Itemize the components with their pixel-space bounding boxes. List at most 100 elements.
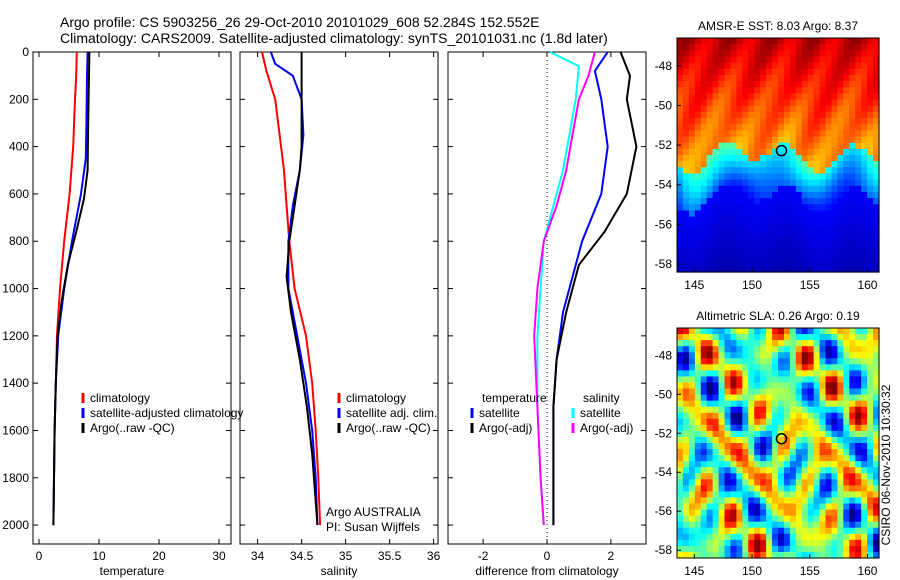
map-cell — [831, 259, 839, 267]
map-cell — [748, 179, 755, 187]
map-cell — [688, 111, 696, 119]
map-cell — [843, 358, 850, 365]
map-cell — [837, 358, 844, 365]
map-cell — [819, 161, 827, 168]
map-cell — [813, 436, 821, 444]
map-cell — [849, 424, 856, 432]
map-cell — [748, 235, 755, 242]
map-cell — [688, 436, 696, 444]
map-cell — [837, 198, 844, 205]
map-cell — [688, 210, 696, 218]
map-cell — [861, 352, 868, 359]
map-cell — [724, 400, 732, 408]
map-cell — [789, 81, 797, 88]
map-cell — [766, 136, 773, 144]
map-cell — [778, 551, 785, 559]
map-cell — [849, 436, 856, 444]
map-cell — [706, 179, 714, 187]
map-cell — [730, 241, 738, 248]
map-cell — [766, 93, 773, 101]
map-cell — [873, 179, 880, 187]
map-cell — [801, 443, 809, 450]
map-cell — [718, 352, 726, 359]
map-cell — [873, 485, 880, 493]
map-cell — [873, 241, 880, 248]
map-cell — [688, 161, 696, 168]
map-cell — [837, 527, 844, 535]
map-cell — [772, 74, 779, 82]
map-cell — [843, 235, 850, 242]
map-cell — [677, 50, 684, 58]
map-cell — [789, 259, 797, 267]
map-cell — [724, 191, 732, 199]
map-cell — [873, 259, 880, 267]
map-cell — [861, 436, 868, 444]
map-cell — [766, 62, 773, 70]
map-cell — [819, 545, 827, 553]
map-cell — [778, 491, 785, 499]
map-cell — [825, 111, 833, 119]
map-cell — [843, 50, 850, 58]
map-cell — [700, 406, 708, 414]
map-cell — [813, 418, 821, 426]
map-cell — [772, 191, 779, 199]
map-cell — [855, 521, 862, 529]
map-cell — [736, 436, 743, 444]
map-y-tick-label: -48 — [655, 59, 673, 73]
map-cell — [825, 545, 833, 553]
map-cell — [766, 418, 773, 426]
map-cell — [807, 352, 815, 359]
map-cell — [742, 44, 749, 51]
map-cell — [712, 155, 720, 162]
legend-label: satellite adj. clim. — [346, 406, 437, 420]
map-cell — [843, 241, 850, 248]
map-cell — [813, 118, 821, 125]
map-cell — [760, 551, 767, 559]
map-cell — [783, 130, 791, 138]
map-cell — [867, 424, 874, 432]
map-cell — [718, 81, 726, 88]
map-cell — [694, 449, 702, 456]
map-cell — [682, 148, 690, 156]
map-cell — [831, 191, 839, 199]
map-cell — [837, 424, 844, 432]
map-cell — [706, 198, 714, 205]
map-cell — [730, 136, 738, 144]
map-cell — [688, 155, 696, 162]
map-cell — [706, 210, 714, 218]
map-cell — [855, 228, 862, 236]
map-cell — [712, 400, 720, 408]
map-y-tick-label: -56 — [655, 217, 673, 231]
map-cell — [736, 142, 743, 150]
map-cell — [789, 364, 797, 371]
map-cell — [682, 473, 690, 480]
map-cell — [783, 185, 791, 193]
map-cell — [861, 68, 868, 76]
map-cell — [789, 247, 797, 255]
x-tick-label: 35.5 — [378, 549, 402, 563]
map-cell — [801, 216, 809, 224]
map-cell — [867, 539, 874, 547]
map-cell — [677, 74, 684, 82]
map-cell — [677, 155, 684, 162]
map-cell — [736, 491, 743, 499]
map-cell — [789, 551, 797, 559]
map-cell — [718, 265, 726, 273]
map-cell — [849, 68, 856, 76]
map-cell — [837, 370, 844, 378]
map-cell — [712, 99, 720, 107]
map-cell — [795, 400, 803, 408]
map-cell — [849, 443, 856, 450]
map-cell — [873, 334, 880, 341]
map-cell — [843, 479, 850, 486]
map-cell — [849, 545, 856, 553]
map-cell — [873, 376, 880, 384]
map-cell — [837, 50, 844, 58]
map-cell — [855, 62, 862, 70]
map-cell — [867, 179, 874, 187]
map-cell — [742, 204, 749, 212]
map-cell — [807, 509, 815, 517]
map-cell — [754, 479, 761, 486]
map-cell — [736, 430, 743, 438]
map-cell — [772, 352, 779, 359]
